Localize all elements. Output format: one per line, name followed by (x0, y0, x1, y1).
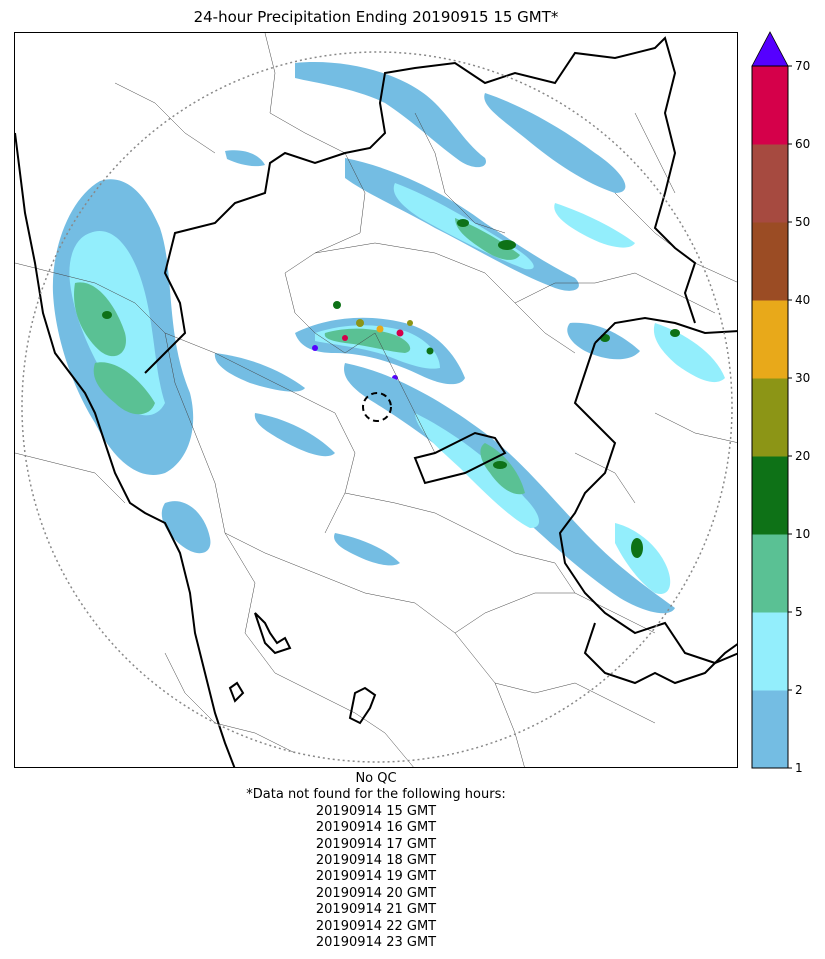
colorbar-segment (752, 300, 788, 379)
border-central-east (558, 342, 737, 665)
missing-hour-item: 20190914 22 GMT (315, 918, 437, 934)
colorbar-segment (752, 144, 788, 223)
precipitation-field (52, 62, 725, 614)
map-canvas (15, 33, 737, 767)
missing-hour-item: 20190914 15 GMT (315, 803, 437, 819)
colorbar-tick-label: 5 (795, 605, 803, 619)
missing-hour-item: 20190914 20 GMT (315, 885, 437, 901)
colorbar-tick-label: 40 (795, 293, 810, 307)
colorbar-segment (752, 378, 788, 457)
precip-cluster-central-core (324, 328, 411, 353)
map-footer: No QC *Data not found for the following … (14, 771, 738, 951)
colorbar-segment (752, 222, 788, 301)
border-south-enclave-2 (348, 686, 377, 725)
precip-band-north-1 (295, 62, 486, 168)
missing-hour-item: 20190914 18 GMT (315, 853, 437, 869)
radar-range-ring (21, 51, 733, 763)
precip-cell-central-1 (333, 301, 341, 309)
precip-band-north-west (225, 150, 265, 167)
missing-hour-item: 20190914 17 GMT (315, 836, 437, 852)
precip-area-west-coast-core (74, 282, 126, 357)
colorbar-tick-label: 70 (795, 59, 810, 73)
precip-area-west-coast-core2 (93, 362, 155, 415)
country-borders (15, 36, 737, 767)
precip-cell-central-5 (312, 345, 318, 351)
border-east (594, 316, 737, 344)
precip-cell-central-3 (376, 325, 384, 333)
precip-cell-central-9 (407, 320, 413, 326)
qc-status: No QC (355, 771, 397, 786)
colorbar-tick-label: 2 (795, 683, 803, 697)
border-inner-central (413, 431, 507, 485)
border-small-west (228, 681, 245, 703)
missing-hour-item: 20190914 23 GMT (315, 935, 437, 951)
colorbar-ticks: 1 2 5 10 20 30 40 50 60 70 (788, 59, 810, 774)
colorbar-tick-label: 1 (795, 761, 803, 774)
border-south-enclave (254, 612, 292, 655)
precip-cell-east-2 (670, 329, 680, 337)
colorbar-segment (752, 534, 788, 613)
colorbar-overflow-triangle (751, 31, 789, 67)
precip-cell-west (102, 311, 112, 319)
precip-band-southeast-2 (615, 523, 671, 594)
precip-band-west-central (214, 353, 305, 392)
precip-band-southeast-inner (415, 413, 540, 528)
colorbar: 1 2 5 10 20 30 40 50 60 70 (751, 31, 810, 774)
border-west-coast (15, 132, 236, 767)
precip-cell-central-6 (426, 347, 434, 355)
colorbar-tick-label: 30 (795, 371, 810, 385)
precip-band-south (334, 533, 400, 566)
precip-cell-central-4 (396, 329, 404, 337)
radar-site-marker (362, 392, 392, 422)
missing-hours-list: 20190914 15 GMT 20190914 16 GMT 20190914 1… (14, 804, 738, 952)
precip-band-northeast (484, 93, 626, 193)
precip-area-southwest (161, 501, 211, 554)
missing-hour-item: 20190914 16 GMT (315, 820, 437, 836)
precip-cell-southeast (493, 461, 507, 469)
map-panel (14, 32, 738, 768)
colorbar-tick-label: 60 (795, 137, 810, 151)
precip-cell-southeast-2 (631, 538, 643, 558)
colorbar-tick-label: 50 (795, 215, 810, 229)
colorbar-segments (752, 66, 788, 769)
precip-cell-north (498, 240, 516, 250)
precip-band-east-2 (653, 323, 725, 383)
border-north-loop (144, 36, 697, 374)
map-title: 24-hour Precipitation Ending 20190915 15… (193, 8, 559, 26)
colorbar-segment (752, 456, 788, 535)
precip-cell-north-2 (457, 219, 469, 227)
colorbar-segment (752, 690, 788, 769)
precip-band-northeast-2 (554, 203, 635, 248)
missing-hour-item: 20190914 21 GMT (315, 902, 437, 918)
colorbar-segment (752, 66, 788, 145)
colorbar-outline (751, 65, 789, 769)
missing-data-note: *Data not found for the following hours: (246, 787, 506, 803)
colorbar-segment (752, 612, 788, 691)
precip-band-central-south (254, 413, 335, 457)
precip-cell-central-2 (356, 319, 364, 327)
colorbar-tick-label: 20 (795, 449, 810, 463)
precip-cell-central-7 (342, 335, 348, 341)
missing-hour-item: 20190914 19 GMT (315, 869, 437, 885)
colorbar-tick-label: 10 (795, 527, 810, 541)
border-southeast-loop (583, 622, 737, 685)
